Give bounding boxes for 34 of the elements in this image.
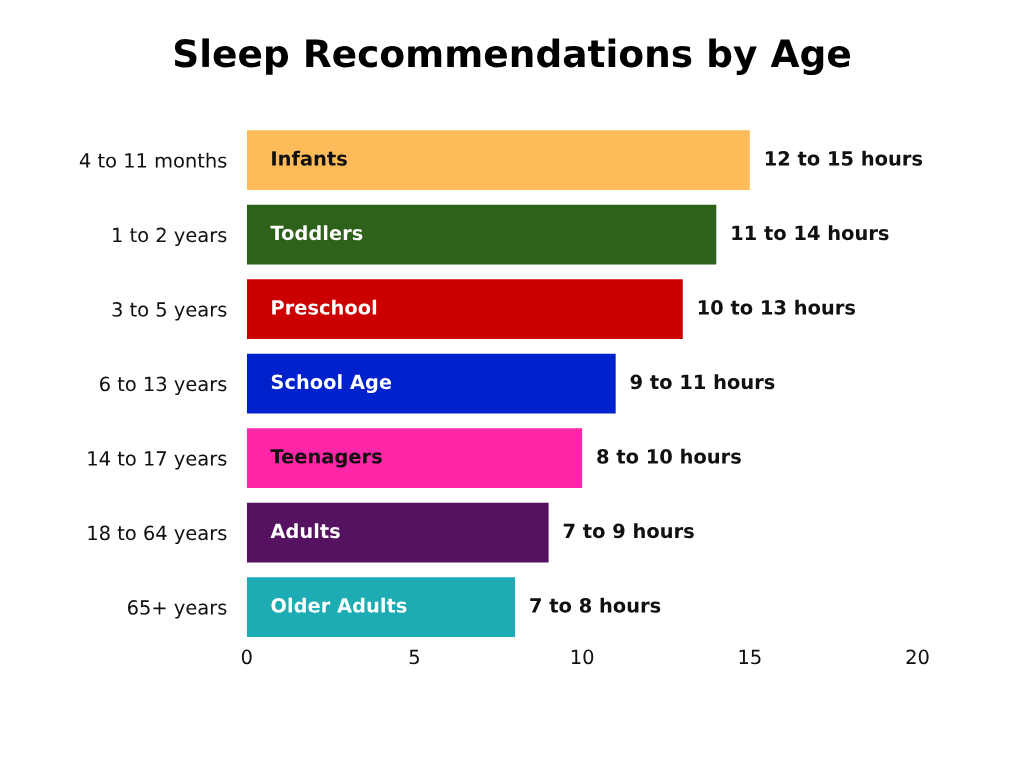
bar	[246, 130, 750, 190]
y-tick-label: 18 to 64 years	[88, 525, 227, 545]
data-label: 9 to 11 hours	[630, 374, 775, 390]
annotation: Toddlers	[270, 225, 363, 241]
chart-title: Sleep Recommendations by Age	[174, 38, 850, 75]
annotation: Older Adults	[271, 597, 407, 613]
y-tick-label: 65+ years	[127, 600, 227, 619]
annotation: Adults	[270, 523, 340, 539]
annotation: School Age	[271, 374, 392, 394]
data-label: 7 to 9 hours	[563, 523, 694, 539]
y-tick-label: 3 to 5 years	[112, 302, 227, 321]
data-label: 12 to 15 hours	[765, 150, 923, 166]
bar	[246, 502, 549, 563]
data-label: 11 to 14 hours	[732, 225, 889, 241]
x-tick-label: 20	[906, 649, 929, 665]
x-tick-label: 0	[241, 649, 252, 665]
data-label: 7 to 8 hours	[530, 597, 661, 613]
bar	[246, 353, 616, 414]
y-tick-label: 4 to 11 months	[79, 152, 227, 168]
bar	[246, 577, 516, 637]
bar	[246, 428, 583, 488]
bar	[246, 204, 717, 265]
y-tick-label: 14 to 17 years	[88, 451, 227, 470]
y-tick-label: 6 to 13 years	[100, 376, 227, 396]
annotation: Infants	[272, 150, 347, 166]
y-tick-label: 1 to 2 years	[113, 227, 227, 247]
data-label: 8 to 10 hours	[597, 448, 741, 464]
x-tick-label: 10	[571, 649, 594, 665]
x-tick-label: 5	[409, 649, 419, 665]
bar	[246, 279, 683, 339]
annotation: Preschool	[272, 299, 377, 315]
x-tick-label: 15	[739, 649, 761, 665]
data-label: 10 to 13 hours	[698, 299, 856, 315]
annotation: Teenagers	[270, 449, 382, 468]
